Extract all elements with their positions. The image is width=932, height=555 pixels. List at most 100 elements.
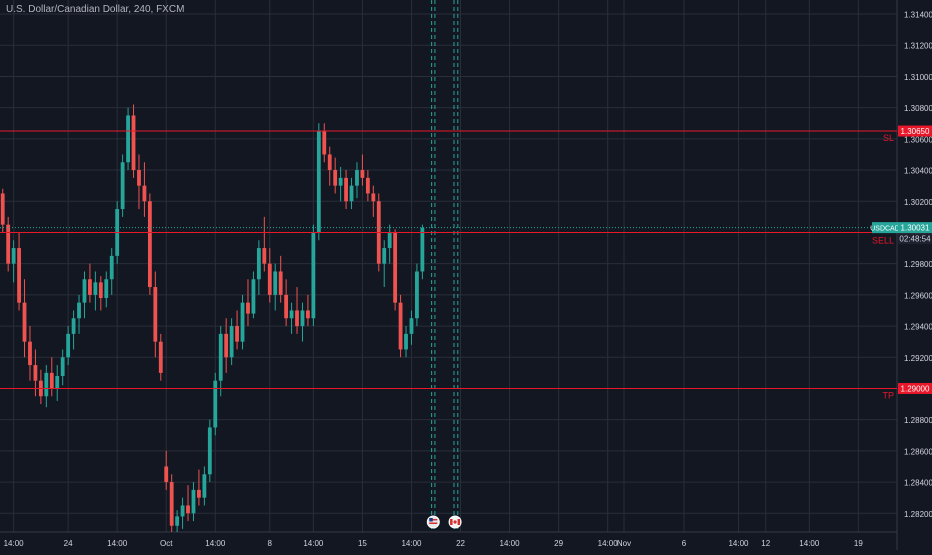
time-tick-label: 22 xyxy=(456,539,465,548)
candle-down xyxy=(158,341,163,373)
candle-up xyxy=(55,375,60,389)
symbol-tag-label: USDCAD xyxy=(870,226,900,233)
time-tick-label: 14:00 xyxy=(799,539,820,548)
candle-down xyxy=(398,302,403,350)
time-tick-label: 12 xyxy=(761,539,770,548)
candle-up xyxy=(191,489,196,514)
chart-title: U.S. Dollar/Canadian Dollar, 240, FXCM xyxy=(6,4,185,15)
candle-up xyxy=(77,302,81,319)
candle-up xyxy=(120,162,125,210)
symbol-tag xyxy=(872,222,898,234)
price-tick-label: 1.30800 xyxy=(904,104,932,113)
us-flag-stripe xyxy=(429,519,438,521)
candle-down xyxy=(235,326,239,342)
price-tick-label: 1.28600 xyxy=(904,447,932,456)
candle-up xyxy=(82,279,87,303)
time-tick-label: 15 xyxy=(358,539,367,548)
ca-flag-leaf xyxy=(453,520,457,524)
candle-down xyxy=(98,282,103,298)
candle-up xyxy=(338,177,343,186)
time-tick-label: 14:00 xyxy=(728,539,749,548)
candle-down xyxy=(365,177,370,194)
current-price-label: 1.30031 xyxy=(901,224,930,233)
candle-up xyxy=(387,232,392,249)
time-tick-label: 29 xyxy=(554,539,563,548)
price-tick-label: 1.28200 xyxy=(904,510,932,519)
candle-up xyxy=(409,318,414,334)
level-label-tp: TP xyxy=(882,390,894,400)
candle-down xyxy=(393,232,398,303)
candle-down xyxy=(164,466,169,483)
candle-down xyxy=(371,193,376,202)
candle-up xyxy=(66,333,71,358)
price-tick-label: 1.31200 xyxy=(904,42,932,51)
candle-up xyxy=(71,318,76,334)
candle-up xyxy=(273,271,278,295)
candle-up xyxy=(382,248,387,264)
candle-down xyxy=(88,279,92,295)
price-tag-label: 1.29000 xyxy=(901,384,930,393)
candle-up xyxy=(218,333,223,381)
candle-up xyxy=(229,326,234,358)
candle-down xyxy=(333,170,338,186)
candle-down xyxy=(17,248,21,303)
candle-up xyxy=(316,131,321,233)
candle-down xyxy=(169,482,174,526)
candle-down xyxy=(344,177,348,202)
time-tick-label: 14:00 xyxy=(401,539,422,548)
price-tick-label: 1.30600 xyxy=(904,135,932,144)
candle-down xyxy=(284,294,289,319)
candle-down xyxy=(33,365,38,381)
current-price-tag xyxy=(898,222,932,234)
ca-flag-band xyxy=(457,519,461,525)
candle-up xyxy=(415,271,419,319)
price-tick-label: 1.29200 xyxy=(904,354,932,363)
candle-up xyxy=(175,516,180,526)
candle-down xyxy=(246,302,250,314)
time-tick-label: 14:00 xyxy=(205,539,226,548)
candle-down xyxy=(267,263,272,295)
candle-down xyxy=(186,505,190,514)
price-tick-label: 1.30400 xyxy=(904,167,932,176)
price-tick-label: 1.31400 xyxy=(904,11,932,20)
price-tick-label: 1.28800 xyxy=(904,416,932,425)
candle-down xyxy=(147,201,152,288)
us-flag-stripe xyxy=(429,522,438,524)
candle-up xyxy=(420,227,425,272)
candle-down xyxy=(197,489,201,498)
candle-down xyxy=(327,154,332,171)
candle-up xyxy=(93,282,98,295)
candle-up xyxy=(44,372,49,397)
price-tag-label: 1.30650 xyxy=(901,127,930,136)
candle-down xyxy=(262,248,267,264)
candle-up xyxy=(349,185,354,202)
price-tick-label: 1.29800 xyxy=(904,260,932,269)
candle-down xyxy=(6,224,11,264)
time-tick-label: 14:00 xyxy=(4,539,25,548)
candle-up xyxy=(207,427,212,475)
candle-up xyxy=(180,505,185,517)
candle-up xyxy=(11,248,16,264)
candle-down xyxy=(142,185,147,202)
candle-up xyxy=(126,115,130,163)
time-tick-label: 14:00 xyxy=(598,539,619,548)
candle-up xyxy=(109,255,114,280)
candle-down xyxy=(28,341,32,366)
time-tick-label: 19 xyxy=(854,539,863,548)
time-tick-label: 24 xyxy=(64,539,73,548)
price-tag-tp xyxy=(898,382,932,394)
candle-up xyxy=(404,333,408,350)
candle-up xyxy=(202,474,207,498)
candle-down xyxy=(322,131,327,155)
price-tick-label: 1.30200 xyxy=(904,198,932,207)
candle-down xyxy=(360,170,365,178)
time-tick-label: Nov xyxy=(617,539,631,548)
time-tick-label: Oct xyxy=(160,539,173,548)
price-tick-label: 1.29600 xyxy=(904,291,932,300)
candle-down xyxy=(306,310,310,319)
time-tick-label: 6 xyxy=(682,539,687,548)
candle-up xyxy=(289,310,294,319)
